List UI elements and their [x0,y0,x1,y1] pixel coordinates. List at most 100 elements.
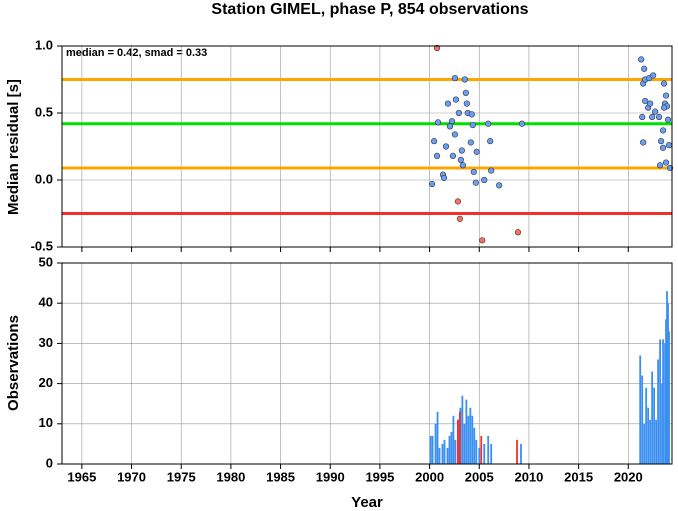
bar [641,375,644,464]
bar [664,343,666,464]
bar [434,423,437,464]
bar [639,355,642,464]
point [455,109,462,117]
x-tick-label: 1980 [216,469,245,484]
bar [448,435,451,464]
y-tick-label: 10 [39,415,53,430]
point [660,104,668,111]
bar [662,339,664,464]
bar [643,423,646,464]
bar [443,439,446,464]
bar [465,399,468,464]
bar [655,419,658,464]
y-tick-label: 0.0 [35,171,53,186]
bar [645,387,648,464]
y-tick-label: 30 [39,335,53,350]
point [496,182,503,189]
point [640,139,647,146]
point [647,100,654,107]
bar [467,415,470,464]
x-tick-label: 1995 [365,469,394,484]
bar [665,319,667,464]
point [446,123,454,130]
bar [478,447,481,464]
y-tick-label: 40 [39,295,53,310]
bar [438,447,441,464]
plot-frame [61,45,673,248]
x-tick-label: 2010 [514,469,543,484]
bar [516,439,518,464]
bar [657,359,659,464]
point [514,229,522,236]
point [660,80,668,87]
point [448,117,456,125]
bar [487,435,490,464]
annotation: median = 0.42, smad = 0.33 [66,47,207,59]
bar [490,443,493,464]
bar [441,443,444,464]
y-tick-label: 1.0 [35,37,53,52]
x-tick-label: 2005 [465,469,494,484]
point [659,144,667,151]
point [656,162,664,169]
bar [473,427,476,464]
point [452,96,460,103]
point [639,113,646,121]
bar [463,423,466,464]
point [433,152,441,159]
x-tick-label: 1990 [316,469,345,484]
bar [457,419,459,464]
bar [647,407,650,464]
bar [469,407,472,464]
point [430,138,438,145]
bar [431,435,434,464]
point [479,237,486,244]
bar [483,443,486,464]
point [652,108,659,115]
bar [667,303,669,464]
point [469,121,476,129]
x-tick-label: 1965 [67,469,96,484]
point [665,142,673,149]
bar [436,411,439,464]
x-tick-label: 2020 [614,469,643,484]
point [442,143,450,150]
point [662,92,670,99]
point [485,120,492,127]
y-axis-label: Median residual [s] [5,79,22,215]
point [518,120,526,127]
bar [480,435,483,464]
point [451,75,459,82]
point [666,164,674,172]
point [468,111,475,118]
bar [471,415,474,464]
plot-frame [61,262,673,465]
bar [450,431,453,464]
y-tick-label: 50 [39,254,53,269]
x-tick-label: 1970 [117,469,146,484]
point [487,138,494,145]
x-tick-label: 1985 [266,469,295,484]
point [481,176,488,184]
point [662,159,670,166]
y-tick-label: 0.5 [35,104,53,119]
y-tick-label: 20 [39,375,53,390]
point [642,97,649,105]
x-tick-label: 2015 [564,469,593,484]
point [664,116,672,123]
point [433,44,441,52]
x-axis-label: Year [351,494,383,511]
point [488,167,495,174]
point [434,119,442,126]
point [449,152,457,159]
bar [666,291,668,464]
bar [659,339,661,464]
point [657,138,665,145]
point [458,147,465,154]
bar [458,411,461,464]
bar [653,387,656,464]
y-tick-label: 0 [46,455,53,470]
point [641,65,648,72]
point [459,162,466,169]
point [461,76,468,83]
